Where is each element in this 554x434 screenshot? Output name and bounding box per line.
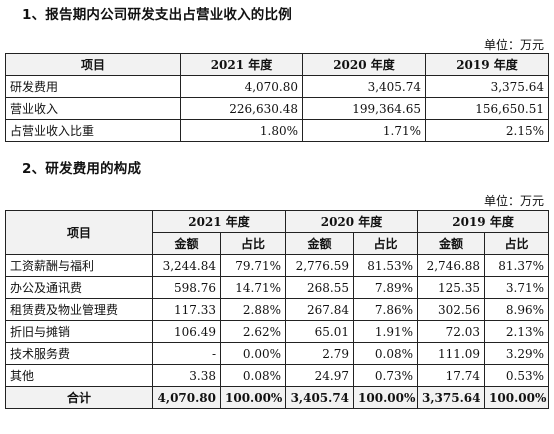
total-amount-2019: 3,375.64 — [417, 386, 486, 409]
amount-2020: 65.01 — [285, 320, 355, 343]
ratio-2021: 0.08% — [219, 364, 287, 387]
table-row: 技术服务费 - 0.00% 2.79 0.08% 111.09 3.29% — [5, 342, 550, 365]
row-label: 折旧与摊销 — [5, 320, 153, 343]
amount-2020: 267.84 — [285, 298, 355, 321]
value-2019: 2.15% — [425, 119, 549, 142]
amount-2020: 268.55 — [285, 276, 355, 299]
ratio-2020: 7.89% — [353, 276, 419, 299]
row-label: 租赁费及物业管理费 — [5, 298, 153, 321]
table-row: 办公及通讯费 598.76 14.71% 268.55 7.89% 125.35… — [5, 276, 550, 299]
ratio-2019: 2.13% — [484, 320, 550, 343]
header-2020: 2020 年度 — [302, 53, 426, 76]
table-row: 研发费用 4,070.80 3,405.74 3,375.64 — [5, 75, 549, 98]
row-label: 其他 — [5, 364, 153, 387]
ratio-2020: 0.73% — [353, 364, 419, 387]
amount-2021: 3,244.84 — [152, 254, 221, 277]
amount-2021: 3.38 — [152, 364, 221, 387]
amount-2019: 2,746.88 — [417, 254, 486, 277]
subheader-ratio: 占比 — [219, 232, 287, 255]
subheader-amount: 金额 — [417, 232, 486, 255]
row-label: 工资薪酬与福利 — [5, 254, 153, 277]
table-row: 工资薪酬与福利 3,244.84 79.71% 2,776.59 81.53% … — [5, 254, 550, 277]
value-2020: 3,405.74 — [302, 75, 426, 98]
total-label: 合计 — [5, 386, 153, 409]
row-label: 占营业收入比重 — [5, 119, 181, 142]
amount-2019: 72.03 — [417, 320, 486, 343]
total-amount-2020: 3,405.74 — [285, 386, 355, 409]
rd-ratio-table: 项目 2021 年度 2020 年度 2019 年度 研发费用 4,070.80… — [5, 53, 549, 142]
amount-2021: 106.49 — [152, 320, 221, 343]
subheader-amount: 金额 — [152, 232, 221, 255]
value-2020: 1.71% — [302, 119, 426, 142]
amount-2021: 598.76 — [152, 276, 221, 299]
ratio-2019: 0.53% — [484, 364, 550, 387]
table-header-row: 项目 2021 年度 2020 年度 2019 年度 — [5, 210, 550, 255]
section1-heading: 1、报告期内公司研发支出占营业收入的比例 — [22, 7, 292, 23]
ratio-2020: 81.53% — [353, 254, 419, 277]
amount-2019: 17.74 — [417, 364, 486, 387]
table-row: 租赁费及物业管理费 117.33 2.88% 267.84 7.86% 302.… — [5, 298, 550, 321]
header-2020: 2020 年度 — [285, 210, 419, 233]
subheader-amount: 金额 — [285, 232, 355, 255]
value-2021: 226,630.48 — [180, 97, 303, 120]
header-item: 项目 — [5, 53, 181, 76]
total-ratio-2019: 100.00% — [484, 386, 550, 409]
table-row: 其他 3.38 0.08% 24.97 0.73% 17.74 0.53% — [5, 364, 550, 387]
ratio-2020: 7.86% — [353, 298, 419, 321]
rd-composition-table: 项目 2021 年度 2020 年度 2019 年度 金额 占比 金额 占比 金… — [5, 210, 550, 409]
ratio-2021: 2.88% — [219, 298, 287, 321]
amount-2019: 111.09 — [417, 342, 486, 365]
row-label: 技术服务费 — [5, 342, 153, 365]
amount-2020: 2,776.59 — [285, 254, 355, 277]
ratio-2021: 2.62% — [219, 320, 287, 343]
value-2020: 199,364.65 — [302, 97, 426, 120]
amount-2019: 302.56 — [417, 298, 486, 321]
header-2019: 2019 年度 — [425, 53, 549, 76]
amount-2021: - — [152, 342, 221, 365]
amount-2019: 125.35 — [417, 276, 486, 299]
total-ratio-2020: 100.00% — [353, 386, 419, 409]
ratio-2021: 0.00% — [219, 342, 287, 365]
amount-2020: 2.79 — [285, 342, 355, 365]
table-subheader-row: 金额 占比 金额 占比 金额 占比 — [6, 232, 550, 255]
amount-2020: 24.97 — [285, 364, 355, 387]
subheader-ratio: 占比 — [484, 232, 550, 255]
header-2019: 2019 年度 — [417, 210, 550, 233]
header-item: 项目 — [5, 210, 153, 255]
value-2021: 1.80% — [180, 119, 303, 142]
ratio-2021: 14.71% — [219, 276, 287, 299]
value-2021: 4,070.80 — [180, 75, 303, 98]
value-2019: 156,650.51 — [425, 97, 549, 120]
ratio-2020: 1.91% — [353, 320, 419, 343]
total-ratio-2021: 100.00% — [219, 386, 287, 409]
table-row: 折旧与摊销 106.49 2.62% 65.01 1.91% 72.03 2.1… — [5, 320, 550, 343]
ratio-2019: 3.29% — [484, 342, 550, 365]
table-row: 营业收入 226,630.48 199,364.65 156,650.51 — [5, 97, 549, 120]
section1-unit: 单位：万元 — [483, 38, 544, 52]
section2-unit: 单位：万元 — [483, 194, 544, 208]
row-label: 办公及通讯费 — [5, 276, 153, 299]
amount-2021: 117.33 — [152, 298, 221, 321]
section2-heading: 2、研发费用的构成 — [22, 161, 142, 177]
ratio-2019: 81.37% — [484, 254, 550, 277]
table-total-row: 合计 4,070.80 100.00% 3,405.74 100.00% 3,3… — [5, 386, 550, 409]
row-label: 营业收入 — [5, 97, 181, 120]
ratio-2019: 3.71% — [484, 276, 550, 299]
ratio-2020: 0.08% — [353, 342, 419, 365]
table-row: 占营业收入比重 1.80% 1.71% 2.15% — [5, 119, 549, 142]
value-2019: 3,375.64 — [425, 75, 549, 98]
subheader-ratio: 占比 — [353, 232, 419, 255]
row-label: 研发费用 — [5, 75, 181, 98]
total-amount-2021: 4,070.80 — [152, 386, 221, 409]
table-header-row: 项目 2021 年度 2020 年度 2019 年度 — [5, 53, 549, 76]
header-2021: 2021 年度 — [180, 53, 303, 76]
ratio-2019: 8.96% — [484, 298, 550, 321]
ratio-2021: 79.71% — [219, 254, 287, 277]
header-2021: 2021 年度 — [151, 210, 287, 233]
